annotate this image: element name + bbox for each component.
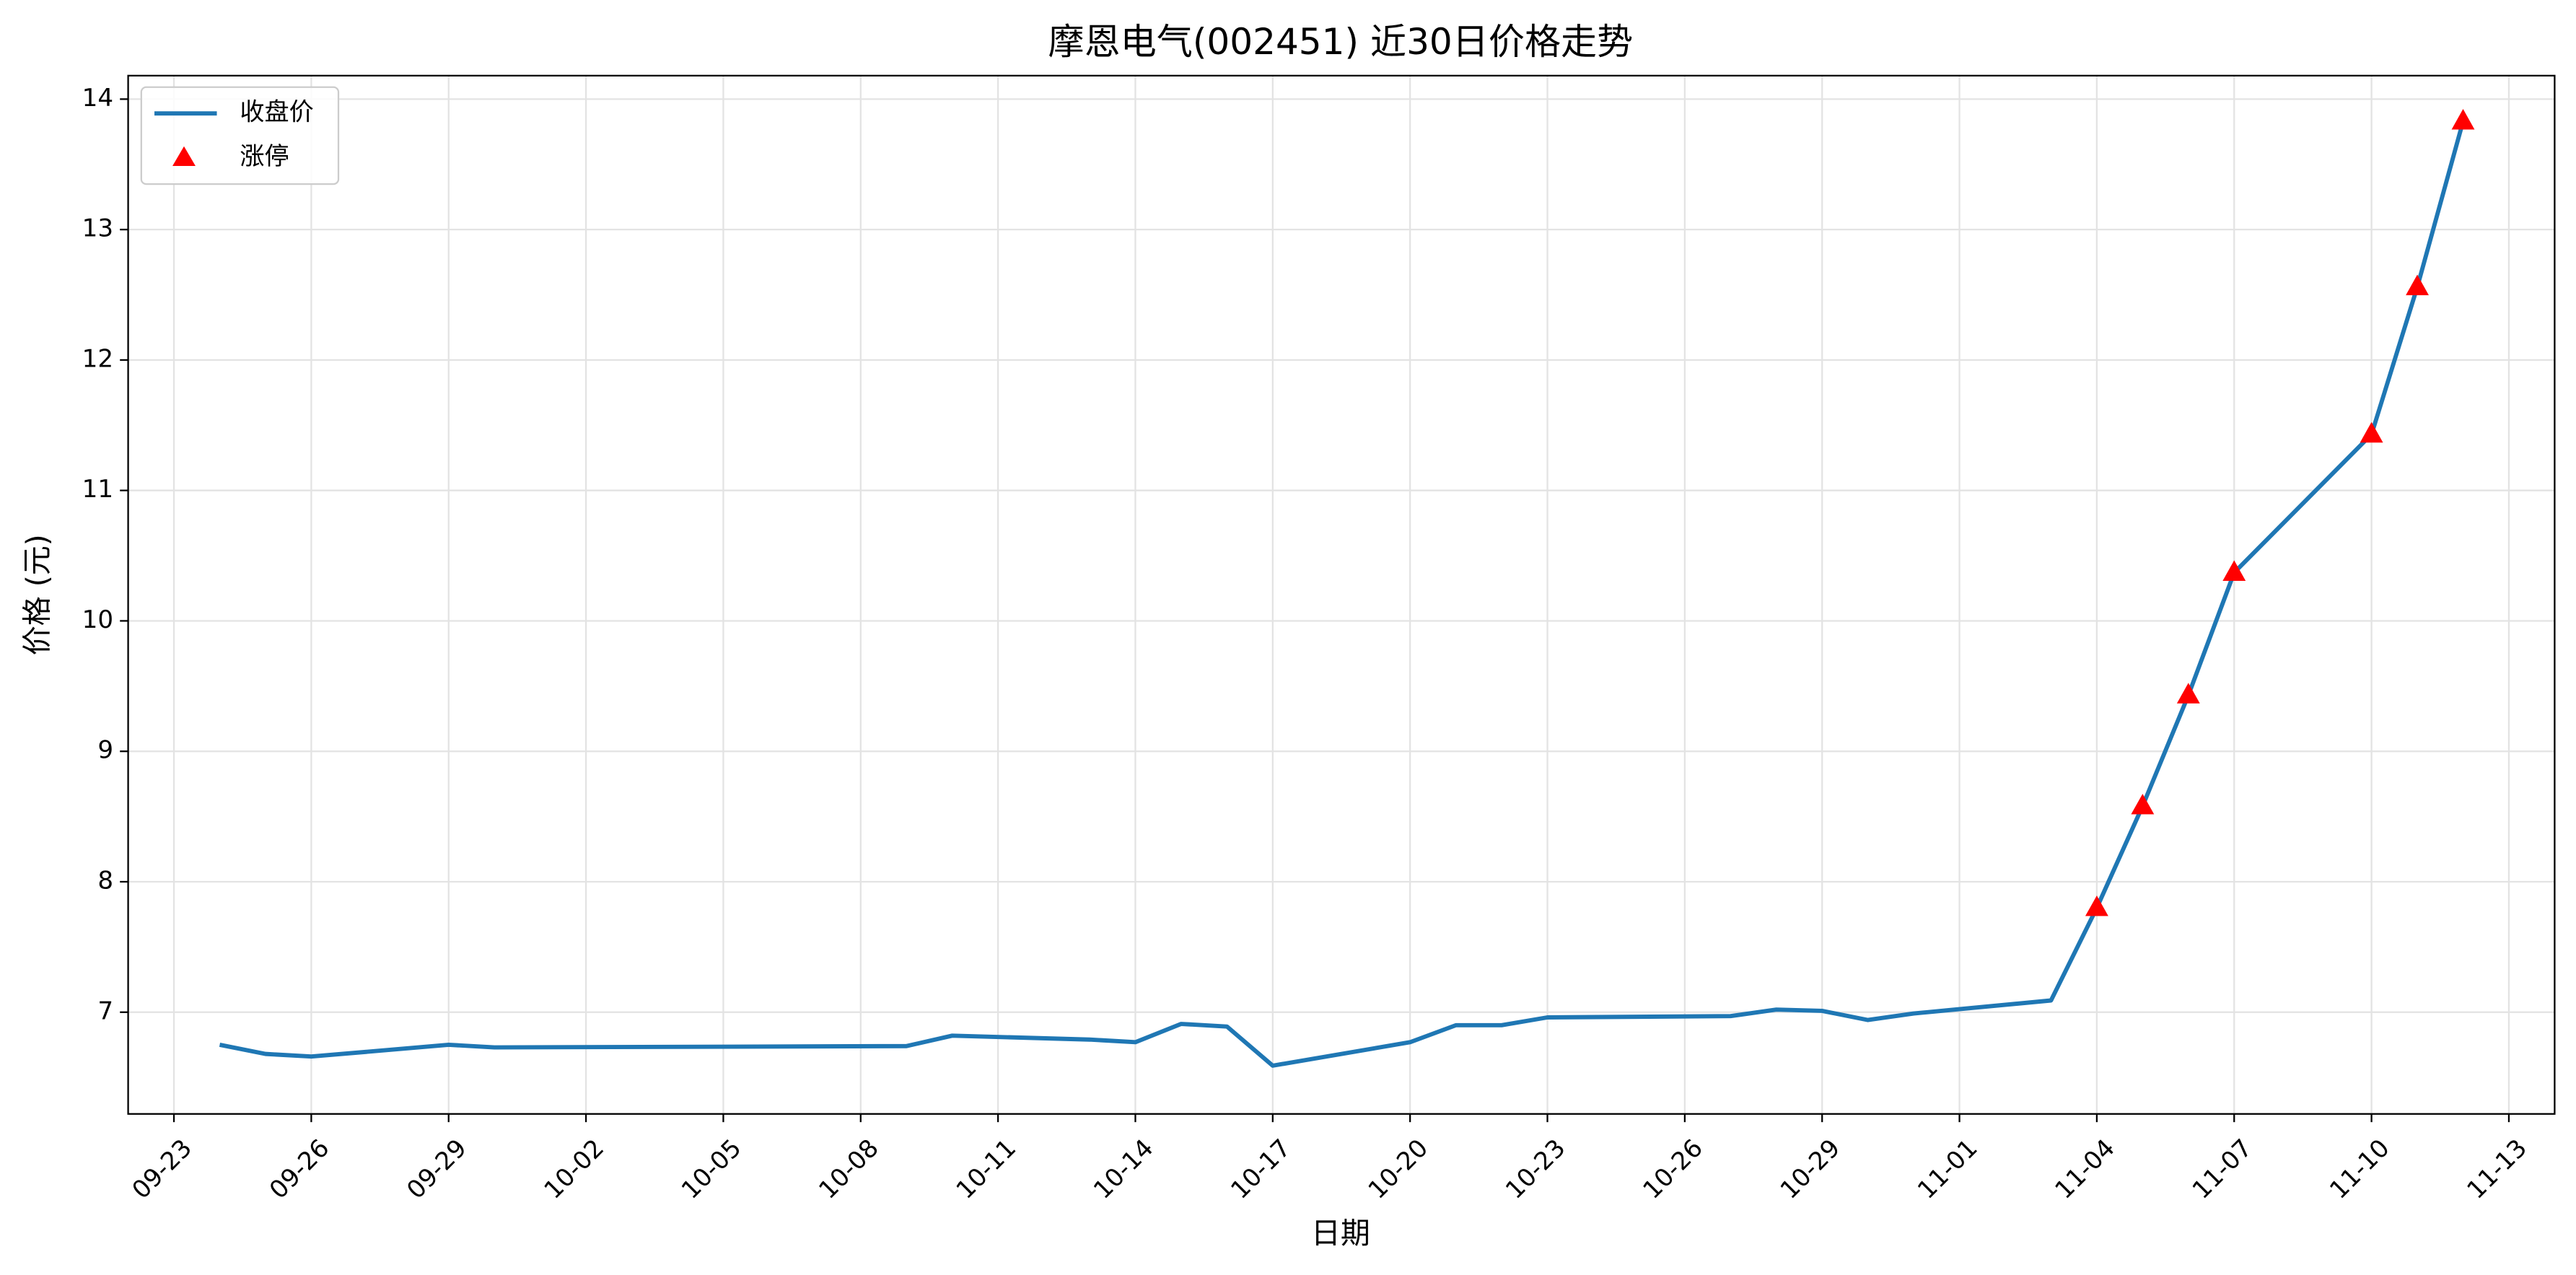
y-tick-label: 12 [82, 344, 113, 373]
plot-frame [127, 74, 2556, 1115]
limit-up-marker [2451, 109, 2475, 130]
y-axis-label: 价格 (元) [20, 534, 55, 655]
y-tick-label: 7 [97, 996, 113, 1025]
limit-up-marker [2085, 895, 2108, 916]
y-tick-label: 9 [97, 736, 113, 765]
y-tick-label: 8 [97, 866, 113, 895]
x-axis-label: 日期 [1311, 1216, 1370, 1250]
chart-title: 摩恩电气(002451) 近30日价格走势 [1048, 21, 1634, 63]
limit-up-marker [2406, 274, 2429, 296]
limit-up-marker [2131, 794, 2155, 815]
legend-label: 收盘价 [240, 98, 313, 127]
y-tick-label: 11 [82, 475, 113, 504]
y-tick-label: 10 [82, 605, 113, 634]
limit-up-marker [2176, 683, 2200, 704]
limit-up-marker [2360, 421, 2383, 443]
y-tick-label: 13 [82, 214, 113, 243]
legend-marker [172, 146, 196, 167]
y-tick-label: 14 [82, 84, 113, 113]
limit-up-marker [2222, 560, 2246, 581]
legend-label: 涨停 [240, 142, 289, 171]
price-line [219, 121, 2466, 1068]
